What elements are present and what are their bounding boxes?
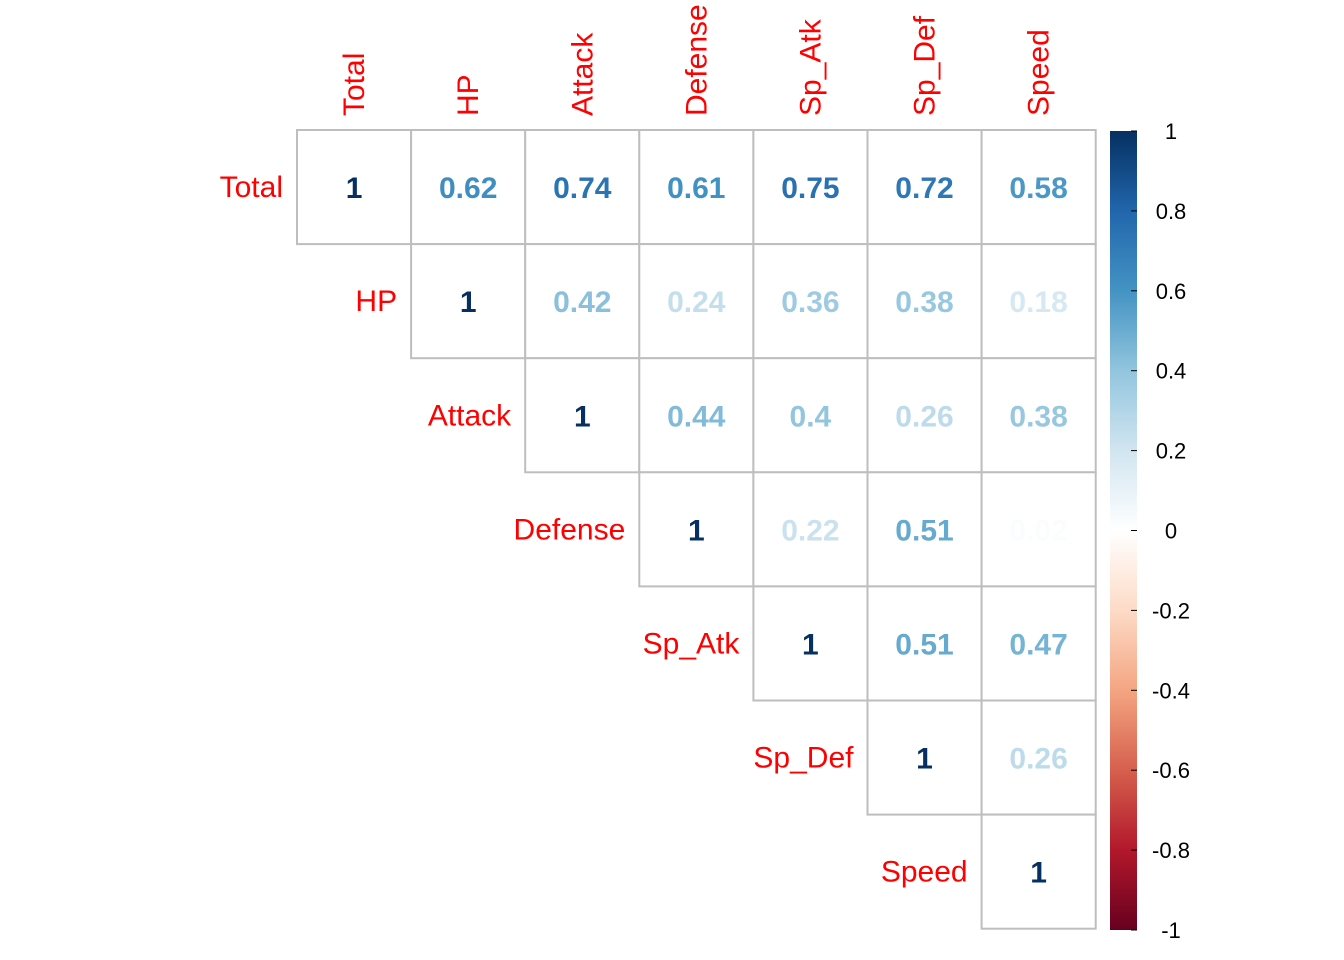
cell-value: 1	[1030, 857, 1047, 890]
value-labels: 1 0.62 0.74 0.61 0.75 0.72 0.58 1 0.42 0.24 0.36 0.…	[346, 172, 1068, 890]
row-labels: Total HP Attack Defense Sp_Atk Sp_Def Speed	[220, 171, 968, 889]
cell-value: 0.44	[667, 400, 726, 433]
matrix-cell	[524, 129, 641, 246]
colorbar-tick-label: 0.4	[1156, 359, 1187, 384]
column-label: Speed	[1023, 29, 1056, 116]
cell-value: 0.47	[1009, 628, 1067, 661]
cell-value: 0.58	[1009, 172, 1067, 205]
cell-value: 1	[688, 514, 705, 547]
cell-value: 0.4	[790, 400, 832, 433]
row-label: Defense	[514, 513, 626, 546]
row-label: Total	[220, 171, 283, 204]
matrix-cell	[638, 471, 755, 588]
matrix-cells	[296, 129, 1097, 930]
row-label: Sp_Atk	[643, 627, 741, 660]
matrix-cell	[866, 471, 983, 588]
cell-value: 0.38	[1009, 400, 1067, 433]
matrix-cell	[410, 129, 527, 246]
row-label: Speed	[881, 856, 968, 889]
cell-value: 0.51	[895, 628, 953, 661]
cell-value: 1	[916, 743, 933, 776]
matrix-cell	[866, 357, 983, 474]
cell-value: 0.22	[781, 514, 839, 547]
matrix-cell	[980, 813, 1097, 930]
matrix-cell	[980, 699, 1097, 816]
cell-value: 1	[346, 172, 363, 205]
cell-value: 1	[802, 628, 819, 661]
row-label: HP	[355, 285, 397, 318]
matrix-cell	[980, 585, 1097, 702]
cell-value: 1	[574, 400, 591, 433]
column-label: HP	[452, 74, 485, 116]
cell-value: 0.62	[439, 172, 497, 205]
matrix-cell	[410, 243, 527, 360]
matrix-cell	[524, 357, 641, 474]
cell-value: 0.75	[781, 172, 839, 205]
matrix-cell	[866, 243, 983, 360]
colorbar-tick-label: 1	[1165, 119, 1177, 144]
matrix-cell	[752, 585, 869, 702]
matrix-cell	[980, 357, 1097, 474]
colorbar-tick-label: -0.2	[1152, 598, 1190, 623]
column-label: Defense	[680, 4, 713, 116]
cell-value: 0.72	[895, 172, 953, 205]
cell-value: 0.26	[895, 400, 953, 433]
matrix-cell	[752, 471, 869, 588]
colorbar-tick-label: 0.8	[1156, 199, 1187, 224]
colorbar-tick-label: -0.4	[1152, 678, 1190, 703]
matrix-cell	[638, 243, 755, 360]
column-label: Sp_Def	[909, 15, 942, 116]
colorbar-tick-label: -1	[1161, 918, 1181, 943]
cell-value: 0.61	[667, 172, 725, 205]
cell-value: 0.38	[895, 286, 953, 319]
cell-value: 0.18	[1009, 286, 1067, 319]
cell-value: 0.26	[1009, 743, 1067, 776]
cell-value: 0.51	[895, 514, 953, 547]
cell-value: 0.24	[667, 286, 726, 319]
row-label: Sp_Def	[753, 742, 854, 775]
colorbar-tick-label: 0.2	[1156, 439, 1187, 464]
colorbar-ticks: 1 0.8 0.6 0.4 0.2 0 -0.2 -0.4 -0.6 -0.8 -1	[1131, 119, 1190, 943]
cell-value: 1	[460, 286, 477, 319]
colorbar-tick-label: -0.8	[1152, 838, 1190, 863]
cell-value: 0.74	[553, 172, 612, 205]
color-legend: 1 0.8 0.6 0.4 0.2 0 -0.2 -0.4 -0.6 -0.8 -1	[1110, 119, 1190, 943]
column-label: Total	[338, 53, 371, 116]
colorbar-tick-label: -0.6	[1152, 758, 1190, 783]
matrix-cell	[296, 129, 413, 246]
matrix-cell	[752, 357, 869, 474]
matrix-cell	[866, 129, 983, 246]
column-labels: Total HP Attack Defense Sp_Atk Sp_Def Speed	[338, 4, 1056, 116]
colorbar-tick-label: 0.6	[1156, 279, 1187, 304]
column-label: Attack	[566, 32, 599, 116]
cell-value: 0.02	[1009, 514, 1067, 547]
matrix-cell	[980, 471, 1097, 588]
column-label: Sp_Atk	[794, 18, 827, 116]
colorbar-tick-label: 0	[1165, 519, 1177, 544]
row-label: Attack	[428, 399, 512, 432]
cell-value: 0.42	[553, 286, 611, 319]
cell-value: 0.36	[781, 286, 839, 319]
